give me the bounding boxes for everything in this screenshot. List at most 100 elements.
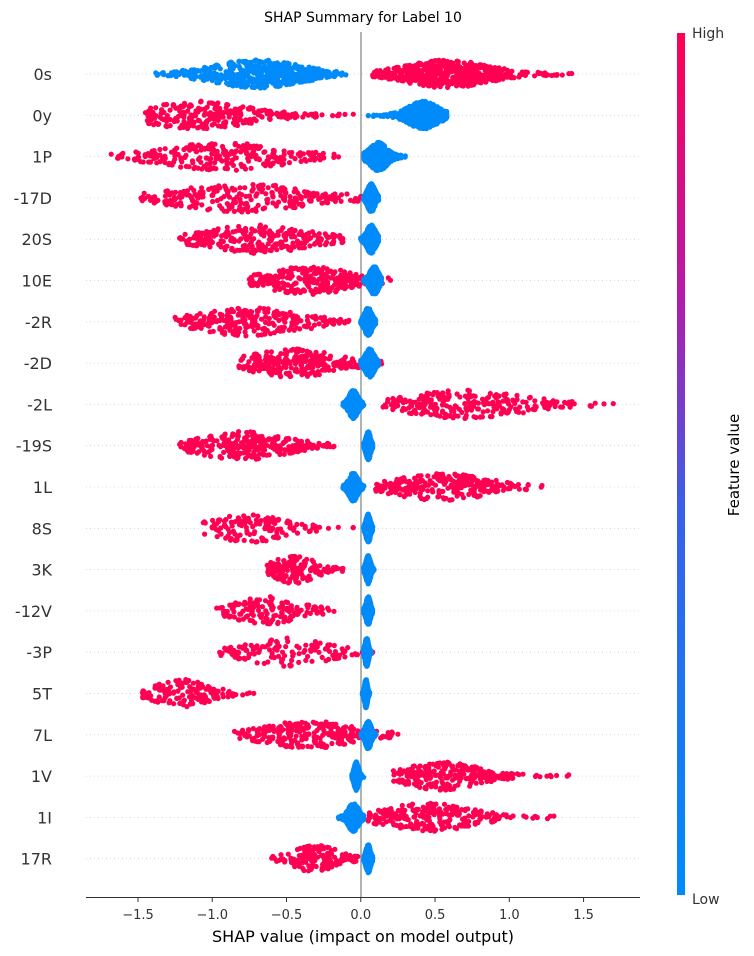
- shap-point-low-row-0: [240, 79, 246, 85]
- shap-point-high-row-0: [476, 74, 482, 80]
- shap-point-high-row-2: [203, 155, 209, 161]
- shap-point-high-row-2: [157, 152, 163, 158]
- shap-point-high-row-1: [212, 105, 218, 111]
- shap-point-low-row-0: [306, 64, 312, 70]
- shap-point-high-row-0: [417, 61, 423, 67]
- shap-point-high-row-1: [152, 115, 158, 121]
- shap-point-high-row-2: [138, 159, 144, 165]
- shap-point-high-row-1: [164, 124, 170, 130]
- shap-point-high-row-0: [438, 73, 444, 79]
- shap-point-high-row-0: [436, 58, 442, 64]
- shap-point-high-row-5: [306, 279, 312, 286]
- shap-point-low-row-0: [236, 63, 242, 69]
- shap-point-high-row-5: [271, 282, 277, 289]
- shap-point-high-row-2: [331, 154, 337, 160]
- shap-point-high-row-2: [303, 158, 309, 164]
- shap-point-high-row-3: [242, 185, 248, 191]
- shap-point-high-row-0: [459, 65, 465, 72]
- shap-point-low-row-0: [286, 64, 292, 70]
- shap-point-low-row-4: [370, 225, 377, 231]
- shap-point-high-row-2: [145, 151, 151, 157]
- shap-point-low-row-1: [407, 118, 413, 124]
- shap-point-high-row-0: [440, 58, 446, 64]
- shap-point-low-row-2: [390, 154, 396, 161]
- shap-point-low-row-1: [414, 109, 420, 115]
- shap-point-high-row-3: [275, 199, 282, 205]
- shap-point-low-row-0: [277, 71, 283, 78]
- shap-point-high-row-0: [426, 73, 432, 79]
- shap-point-low-row-0: [257, 71, 263, 77]
- shap-point-high-row-4: [298, 230, 304, 236]
- shap-point-high-row-4: [238, 236, 244, 242]
- shap-point-high-row-3: [191, 187, 197, 193]
- shap-point-high-row-2: [181, 146, 187, 153]
- shap-point-high-row-3: [188, 195, 195, 201]
- shap-point-high-row-3: [217, 185, 223, 191]
- shap-point-high-row-3: [300, 202, 306, 208]
- shap-point-high-row-1: [188, 115, 194, 121]
- shap-point-high-row-2: [131, 156, 138, 162]
- shap-point-low-row-0: [224, 80, 230, 86]
- shap-point-high-row-4: [302, 237, 308, 243]
- shap-point-high-row-5: [322, 272, 328, 278]
- shap-point-low-row-1: [433, 116, 439, 122]
- shap-point-high-row-4: [329, 241, 335, 247]
- shap-point-low-row-2: [402, 154, 408, 160]
- shap-point-high-row-4: [306, 230, 312, 236]
- shap-point-low-row-5: [376, 279, 382, 285]
- shap-point-high-row-0: [559, 72, 565, 78]
- shap-point-high-row-4: [308, 235, 314, 241]
- shap-point-low-row-4: [365, 226, 371, 232]
- shap-point-low-row-0: [271, 61, 277, 67]
- shap-point-low-row-1: [365, 113, 372, 119]
- shap-point-high-row-2: [286, 150, 292, 156]
- shap-point-low-row-4: [362, 238, 368, 244]
- shap-point-high-row-0: [470, 63, 476, 69]
- shap-point-high-row-2: [162, 153, 168, 159]
- shap-point-high-row-4: [251, 247, 257, 253]
- shap-point-high-row-0: [566, 71, 572, 77]
- shap-point-low-row-2: [385, 160, 391, 166]
- shap-point-high-row-5: [304, 269, 310, 275]
- shap-point-high-row-1: [196, 105, 202, 111]
- shap-point-high-row-3: [269, 189, 275, 196]
- shap-point-high-row-0: [405, 72, 411, 78]
- shap-point-low-row-0: [253, 57, 259, 63]
- shap-point-low-row-2: [375, 140, 381, 146]
- shap-point-low-row-0: [261, 77, 267, 84]
- shap-point-high-row-4: [203, 235, 209, 242]
- shap-point-high-row-3: [239, 209, 245, 215]
- shap-point-high-row-5: [316, 276, 322, 282]
- shap-point-high-row-2: [208, 156, 214, 162]
- shap-point-low-row-0: [291, 64, 297, 70]
- shap-point-high-row-3: [318, 195, 324, 201]
- shap-point-high-row-2: [183, 163, 189, 169]
- shap-point-low-row-0: [210, 70, 216, 76]
- shap-point-high-row-1: [217, 114, 223, 120]
- shap-point-high-row-4: [228, 237, 234, 243]
- shap-point-high-row-4: [211, 233, 217, 239]
- shap-point-low-row-1: [412, 102, 418, 108]
- shap-point-high-row-1: [266, 116, 273, 122]
- shap-point-high-row-4: [216, 242, 222, 248]
- shap-point-high-row-1: [198, 99, 204, 105]
- shap-point-high-row-2: [207, 142, 214, 148]
- shap-point-high-row-0: [407, 64, 413, 70]
- shap-point-high-row-2: [216, 153, 222, 159]
- shap-points: [108, 57, 616, 876]
- shap-point-high-row-0: [388, 76, 394, 82]
- shap-point-high-row-3: [194, 200, 200, 206]
- shap-point-high-row-0: [454, 79, 460, 85]
- shap-point-high-row-3: [229, 185, 235, 191]
- shap-point-high-row-5: [289, 265, 295, 271]
- shap-point-high-row-0: [488, 65, 494, 71]
- shap-point-high-row-0: [428, 66, 434, 72]
- shap-point-high-row-4: [225, 230, 231, 236]
- shap-point-high-row-1: [182, 102, 188, 108]
- shap-point-high-row-1: [151, 122, 157, 128]
- shap-point-high-row-4: [274, 232, 281, 238]
- shap-point-low-row-0: [253, 64, 259, 70]
- shap-point-high-row-5: [276, 268, 283, 274]
- shap-point-low-row-0: [168, 73, 174, 79]
